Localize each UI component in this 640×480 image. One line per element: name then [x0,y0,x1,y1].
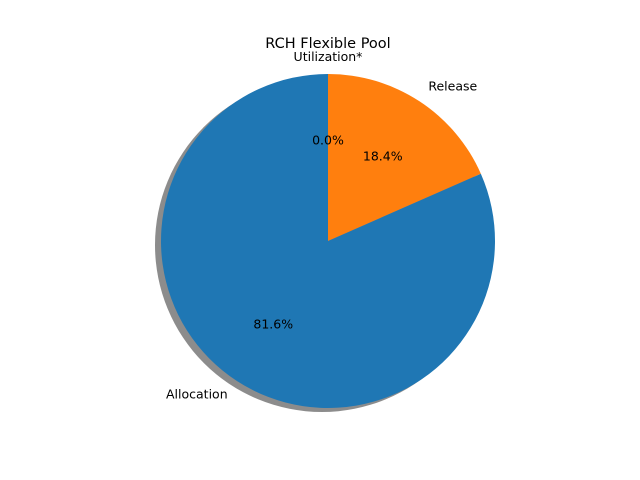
pie-label-utilization: Utilization* [294,49,363,64]
pie-label-release: Release [428,79,477,94]
chart-title: RCH Flexible Pool [265,36,390,52]
pie-label-allocation: Allocation [166,386,228,401]
pie-percent-utilization: 0.0% [312,132,344,147]
pie-percent-allocation: 81.6% [253,316,293,331]
pie-labels: Utilization* 0.0% Release 18.4% Allocation 81… [166,49,478,402]
pie-wedges [161,74,496,408]
pie-slice-allocation [161,74,496,408]
pie-slice-release [328,74,481,241]
pie-percent-release: 18.4% [363,149,403,164]
